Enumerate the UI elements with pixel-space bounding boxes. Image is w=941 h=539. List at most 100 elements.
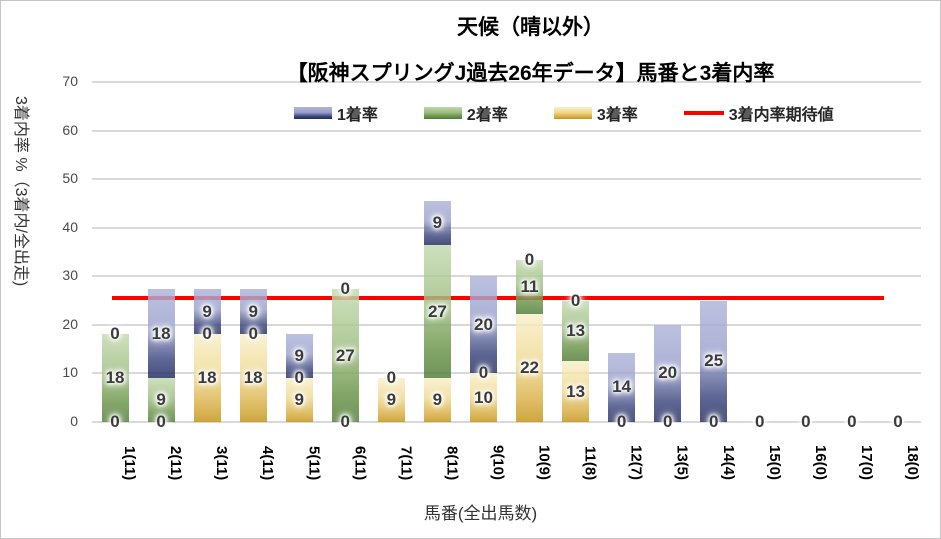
x-tick-label-8(11): 8(11) [443,445,461,481]
data-label-2着率-9(10): 0 [478,363,489,383]
bar-segment-1着率-4(11) [239,289,267,334]
data-label-3着率-15(0): 0 [755,412,765,431]
data-label-1着率-9(10): 20 [474,314,493,334]
data-label-2着率-8(11): 27 [427,301,447,321]
data-label-1着率-1(11): 0 [110,323,120,343]
bar-segment-1着率-3(11) [193,289,221,334]
legend-item-3着率: 3着率 [553,101,638,125]
data-label-3着率-14(4): 0 [709,412,719,431]
data-label-1着率-2(11): 18 [151,323,171,343]
data-label-3着率-13(5): 0 [662,412,673,431]
x-tick-label-3(11): 3(11) [213,445,231,481]
data-label-1着率-5(11): 9 [294,345,304,365]
bar-segment-2着率-10(9) [516,260,544,315]
chart-subtitle: 【阪神スプリングJ過去26年データ】馬番と3着内率 [286,62,775,85]
gridline-40 [92,226,921,229]
bar-segment-1着率-8(11) [423,201,451,246]
bar-segment-1着率-9(10) [469,276,497,374]
expected-line [112,295,884,300]
x-tick-label-18(0): 18(0) [903,445,921,481]
x-axis-title: 馬番(全出馬数) [423,504,538,523]
bar-segment-2着率-8(11) [423,245,451,378]
data-label-3着率-1(11): 0 [110,412,120,431]
data-label-2着率-1(11): 18 [105,367,125,387]
gridline-50 [92,178,921,181]
data-label-1着率-6(11): 0 [340,279,351,299]
x-tick-label-7(11): 7(11) [397,445,415,481]
bar-segment-1着率-12(7) [608,352,636,422]
plot-area: 0 18 0 0 9 18 18 0 9 18 0 9 9 0 9 0 27 0 9 0 9 27 9 10 0 20 22 11 0 1… [92,81,921,431]
data-label-2着率-6(11): 27 [335,345,355,365]
data-label-1着率-13(5): 20 [658,363,678,383]
data-label-3着率-8(11): 9 [432,389,443,409]
gridline-60 [92,129,921,132]
data-label-3着率-12(7): 0 [616,412,627,431]
data-label-3着率-2(11): 0 [156,412,166,431]
legend-box-swatch-1着率 [294,107,332,119]
legend-box-swatch-2着率 [423,107,462,119]
x-tick-label-9(10): 9(10) [489,445,507,481]
legend-item-2着率: 2着率 [423,101,508,125]
gridline-10 [92,372,921,375]
legend-item-1着率: 1着率 [294,101,378,125]
bar-segment-1着率-5(11) [285,333,313,378]
bar-segment-1着率-2(11) [147,289,175,378]
y-tick-label-60: 60 [62,121,78,138]
bar-segment-1着率-14(4) [700,300,728,422]
bar-segment-3着率-10(9) [516,314,544,422]
y-tick-label-40: 40 [62,218,78,235]
data-label-1着率-11(8): 0 [570,290,581,310]
data-label-2着率-11(8): 13 [566,320,586,340]
y-tick-label-20: 20 [62,315,78,332]
x-tick-label-1(11): 1(11) [121,445,139,481]
data-label-2着率-3(11): 0 [202,323,212,343]
data-label-3着率-6(11): 0 [340,412,351,431]
x-tick-label-2(11): 2(11) [167,445,185,481]
legend-label: 1着率 [337,107,378,124]
bar-segment-1着率-13(5) [654,324,682,422]
bar-segment-3着率-8(11) [423,377,451,422]
x-tick-label-17(0): 17(0) [857,445,875,481]
x-tick-label-5(11): 5(11) [305,445,323,481]
data-label-2着率-7(11): 0 [386,367,397,387]
x-tick-label-4(11): 4(11) [259,445,277,481]
data-label-2着率-5(11): 0 [294,367,304,387]
x-tick-label-6(11): 6(11) [351,445,369,481]
y-axis-title: 3着内率 %（3着内/全出走) [12,96,29,287]
x-tick-label-15(0): 15(0) [765,445,783,481]
x-tick-label-12(7): 12(7) [627,445,645,481]
data-label-2着率-10(9): 11 [520,277,539,297]
gridline-30 [92,275,921,278]
bar-segment-3着率-7(11) [377,377,405,422]
data-label-3着率-18(0): 0 [893,412,903,431]
gridline-0 [92,421,921,423]
x-tick-label-13(5): 13(5) [673,445,691,481]
bar-segment-2着率-11(8) [562,300,590,362]
legend-label: 3着内率期待値 [728,107,834,124]
data-label-1着率-4(11): 9 [248,301,258,321]
legend-item-3着内率期待値: 3着内率期待値 [683,101,834,125]
data-label-1着率-3(11): 9 [202,301,212,321]
data-label-3着率-16(0): 0 [801,412,811,431]
data-label-3着率-4(11): 18 [243,367,263,387]
gridline-20 [92,323,921,326]
chart-title: 天候（晴以外） [457,16,604,39]
y-tick-label-50: 50 [62,170,78,187]
legend-line-swatch [683,111,724,115]
y-tick-label-30: 30 [62,267,78,284]
data-label-3着率-3(11): 18 [197,367,217,387]
bar-segment-3着率-11(8) [562,361,590,422]
bar-segment-2着率-2(11) [147,377,175,422]
y-tick-label-70: 70 [62,73,78,89]
legend: 1着率 2着率 3着率 3着内率期待値 [294,101,834,125]
legend-box-swatch-3着率 [553,107,592,119]
data-label-3着率-7(11): 9 [386,389,397,409]
bar-segment-3着率-3(11) [193,333,221,422]
data-label-3着率-10(9): 22 [520,358,539,378]
data-label-1着率-12(7): 14 [612,377,632,397]
data-label-1着率-10(9): 0 [524,250,535,270]
y-tick-label-0: 0 [70,413,78,429]
bar-segment-3着率-4(11) [239,333,267,422]
x-tick-label-14(4): 14(4) [719,445,737,481]
